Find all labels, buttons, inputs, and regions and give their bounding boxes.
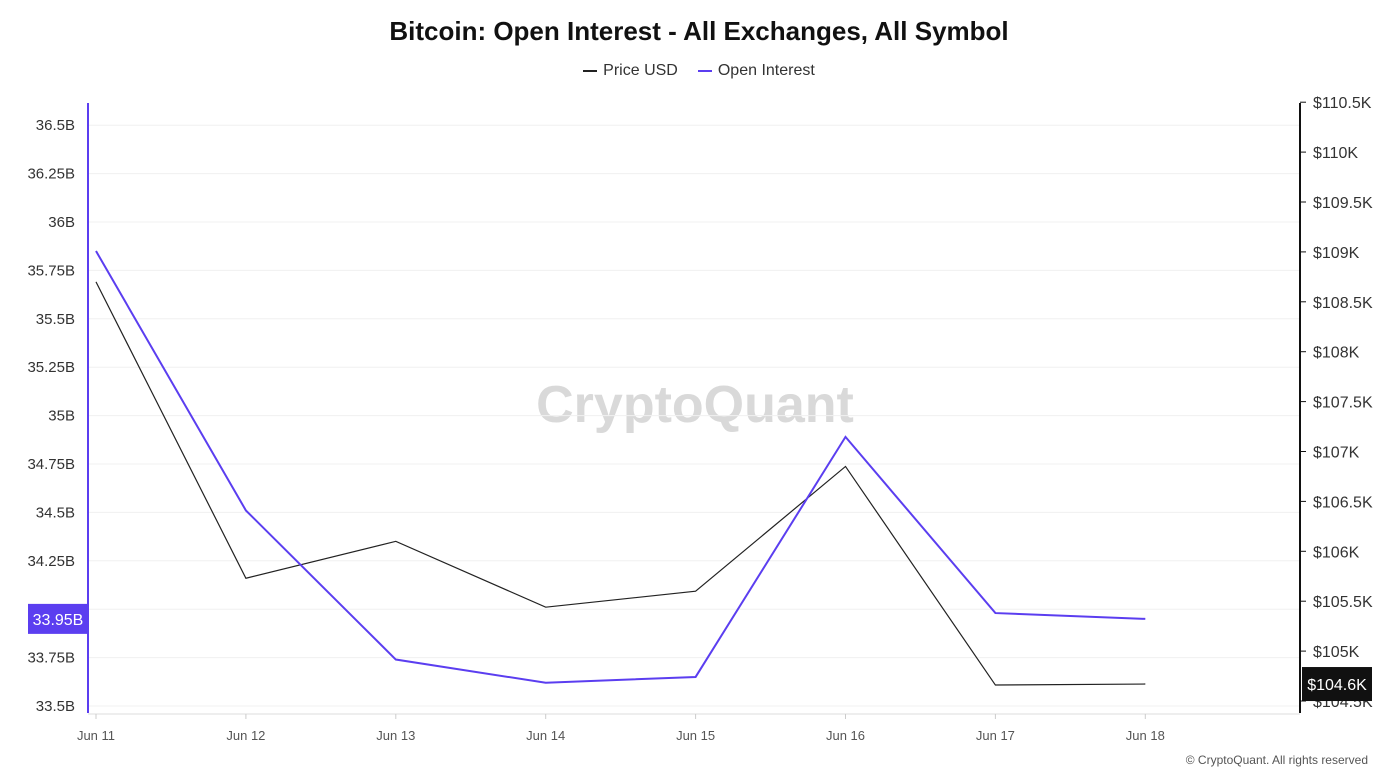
right-tick-label: $108K xyxy=(1313,345,1360,362)
left-tick-label: 35B xyxy=(48,408,75,425)
x-tick-label: Jun 18 xyxy=(1126,728,1165,743)
copyright-footer: © CryptoQuant. All rights reserved xyxy=(1185,753,1368,767)
legend-swatch-price xyxy=(583,70,598,72)
right-tick-label: $105.5K xyxy=(1313,594,1373,611)
left-current-value-badge xyxy=(28,603,88,634)
right-tick-label: $107K xyxy=(1313,445,1360,462)
right-tick-label: $110.5K xyxy=(1313,95,1372,112)
legend-item-open-interest[interactable]: Open Interest xyxy=(697,62,815,80)
legend-item-price[interactable]: Price USD xyxy=(583,62,678,80)
x-tick-label: Jun 14 xyxy=(526,728,565,743)
left-tick-label: 35.5B xyxy=(36,311,75,328)
right-tick-label: $106.5K xyxy=(1313,494,1373,511)
right-tick-label: $105K xyxy=(1313,644,1360,661)
left-tick-label: 34.5B xyxy=(36,504,75,521)
right-current-value-label: $104.6K xyxy=(1307,677,1367,694)
x-tick-label: Jun 11 xyxy=(77,728,115,743)
right-tick-label: $106K xyxy=(1313,544,1360,561)
left-tick-label: 33.5B xyxy=(36,698,75,715)
series-group xyxy=(95,250,1146,686)
left-tick-label: 35.75B xyxy=(27,262,75,279)
series-line-open-interest xyxy=(95,250,1146,684)
right-tick-label: $110K xyxy=(1313,145,1358,162)
left-tick-label: 36.25B xyxy=(27,166,75,183)
right-current-value-badge xyxy=(1302,667,1372,702)
right-tick-label: $108.5K xyxy=(1313,295,1373,312)
x-tick-label: Jun 17 xyxy=(976,728,1015,743)
left-tick-label: 36B xyxy=(48,214,75,231)
x-tick-label: Jun 13 xyxy=(376,728,415,743)
left-tick-label: 34.25B xyxy=(27,553,75,570)
legend-swatch-open-interest xyxy=(697,70,712,72)
chart-title: Bitcoin: Open Interest - All Exchanges, … xyxy=(389,16,1009,46)
legend-label-open-interest: Open Interest xyxy=(717,62,815,79)
left-tick-label: 36.5B xyxy=(36,117,75,134)
right-tick-label: $107.5K xyxy=(1313,395,1373,412)
right-tick-label: $109.5K xyxy=(1313,195,1373,212)
watermark: CryptoQuant xyxy=(536,376,854,434)
x-tick-label: Jun 16 xyxy=(826,728,865,743)
legend-label-price: Price USD xyxy=(603,62,678,79)
tick-labels: 33.5B 33.75B 34.25B 34.5B 34.75B 35B 35.25B 35.… xyxy=(27,95,1372,743)
grid-lines xyxy=(88,124,1300,707)
chart-legend: Price USD Open Interest xyxy=(0,62,1398,80)
left-tick-label: 33.75B xyxy=(27,650,75,667)
left-current-value-label: 33.95B xyxy=(33,612,84,629)
series-line-price-usd xyxy=(95,281,1146,686)
x-tick-label: Jun 12 xyxy=(226,728,265,743)
x-tick-label: Jun 15 xyxy=(676,728,715,743)
right-tick-label: $109K xyxy=(1313,245,1360,262)
left-tick-label: 35.25B xyxy=(27,359,75,376)
left-tick-label: 34.75B xyxy=(27,456,75,473)
